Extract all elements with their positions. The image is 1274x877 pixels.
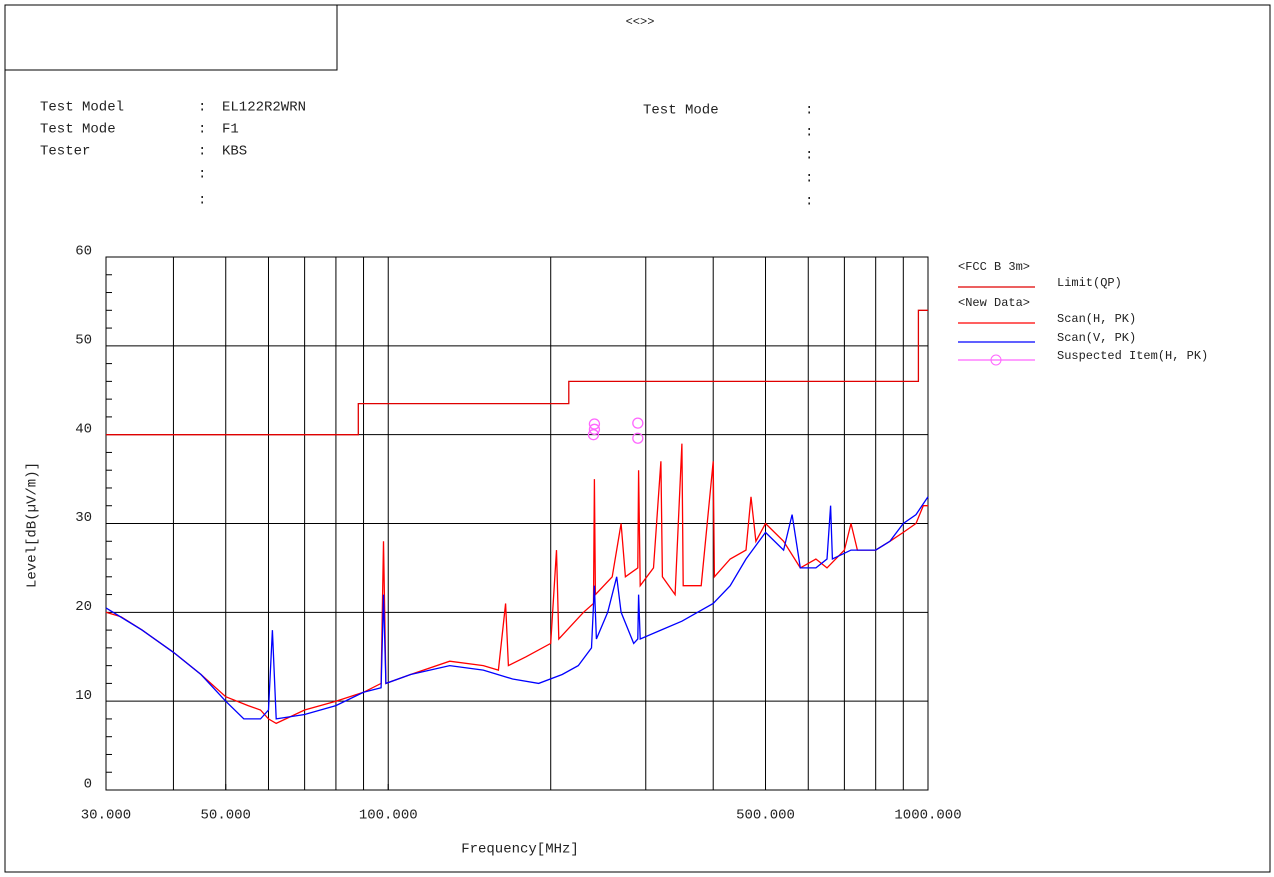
suspected-marker bbox=[588, 423, 601, 435]
info-sep: : bbox=[805, 194, 813, 210]
legend-label: Limit(QP) bbox=[1057, 276, 1122, 290]
x-tick-label: 500.000 bbox=[736, 808, 795, 824]
y-tick-label: 40 bbox=[75, 421, 92, 437]
x-axis-label: Frequency[MHz] bbox=[461, 842, 579, 858]
info-value: KBS bbox=[222, 144, 247, 160]
legend-group: <New Data> bbox=[958, 296, 1030, 310]
title: <<>> bbox=[626, 15, 655, 29]
info-sep: : bbox=[805, 171, 813, 187]
suspected-marker bbox=[632, 432, 644, 444]
y-tick-label: 10 bbox=[75, 688, 92, 704]
info-value: F1 bbox=[222, 122, 239, 138]
info-sep: : bbox=[198, 100, 206, 116]
suspected-marker bbox=[632, 417, 644, 429]
logo-box bbox=[4, 4, 338, 71]
legend-label: Suspected Item(H, PK) bbox=[1057, 349, 1208, 363]
y-tick-label: 0 bbox=[84, 777, 92, 793]
series-line bbox=[105, 496, 929, 720]
legend-label: Scan(V, PK) bbox=[1057, 331, 1136, 345]
y-tick-label: 60 bbox=[75, 244, 92, 260]
y-tick-label: 20 bbox=[75, 599, 92, 615]
suspected-marker bbox=[588, 418, 601, 430]
outer-border bbox=[4, 4, 1271, 873]
x-tick-label: 30.000 bbox=[81, 808, 131, 824]
x-tick-label: 50.000 bbox=[201, 808, 251, 824]
y-tick-label: 30 bbox=[75, 510, 92, 526]
x-tick-label: 1000.000 bbox=[894, 808, 961, 824]
info-value: EL122R2WRN bbox=[222, 100, 306, 116]
info-label: Test Mode bbox=[40, 122, 116, 138]
series-line bbox=[106, 309, 928, 436]
x-tick-label: 100.000 bbox=[359, 808, 418, 824]
info-sep: : bbox=[805, 103, 813, 119]
suspected-marker bbox=[587, 429, 600, 441]
info-sep: : bbox=[805, 148, 813, 164]
legend-label: Scan(H, PK) bbox=[1057, 312, 1136, 326]
info-sep: : bbox=[198, 193, 206, 209]
y-tick-label: 50 bbox=[75, 333, 92, 349]
y-axis-label: Level[dB(µV/m)] bbox=[25, 462, 41, 588]
legend-group: <FCC B 3m> bbox=[958, 260, 1030, 274]
info-sep: : bbox=[198, 122, 206, 138]
info-sep: : bbox=[198, 167, 206, 183]
plot-border bbox=[105, 256, 929, 791]
info-sep: : bbox=[805, 125, 813, 141]
info-sep: : bbox=[198, 144, 206, 160]
info-label: Test Model bbox=[40, 100, 124, 116]
info-label: Test Mode bbox=[643, 103, 719, 119]
info-label: Tester bbox=[40, 144, 90, 160]
legend-marker bbox=[990, 354, 1002, 366]
series-line bbox=[105, 443, 928, 725]
